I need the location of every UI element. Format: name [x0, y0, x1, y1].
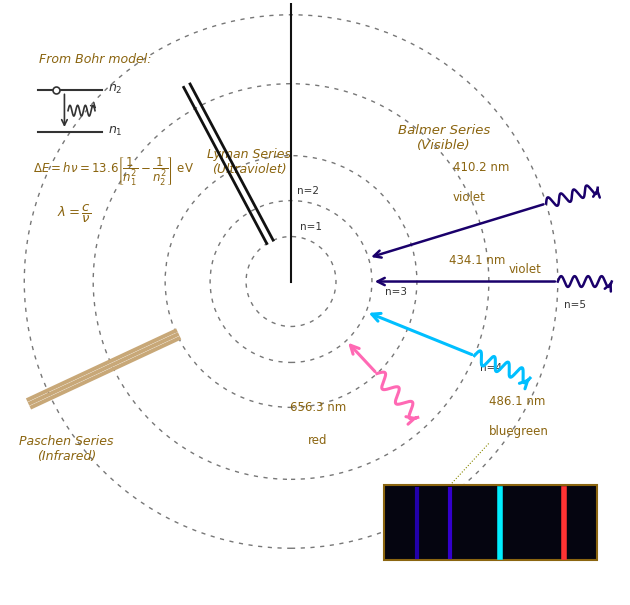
Text: bluegreen: bluegreen [489, 425, 549, 438]
Text: Balmer Series
(Visible): Balmer Series (Visible) [398, 123, 490, 152]
Text: 656.3 nm: 656.3 nm [290, 401, 346, 414]
Text: $\lambda = \dfrac{c}{\nu}$: $\lambda = \dfrac{c}{\nu}$ [57, 203, 91, 225]
Text: 434.1 nm: 434.1 nm [449, 253, 505, 267]
Text: n=1: n=1 [300, 222, 322, 232]
Text: red: red [308, 434, 328, 447]
Text: $n_1$: $n_1$ [108, 125, 123, 138]
Text: violet: violet [508, 263, 541, 275]
Text: Lyman Series
(Ultraviolet): Lyman Series (Ultraviolet) [207, 148, 291, 175]
Text: 410.2 nm: 410.2 nm [453, 161, 509, 174]
Text: From Bohr model:: From Bohr model: [39, 53, 152, 66]
Text: Paschen Series
(Infrared): Paschen Series (Infrared) [19, 436, 113, 463]
Text: violet: violet [453, 191, 486, 204]
Text: n=5: n=5 [564, 301, 586, 310]
Text: n=3: n=3 [385, 287, 407, 298]
Text: $n_2$: $n_2$ [108, 83, 123, 96]
Text: $\Delta E = h\nu = 13.6\left[\dfrac{1}{n_1^2} - \dfrac{1}{n_2^2}\right]\ \mathrm: $\Delta E = h\nu = 13.6\left[\dfrac{1}{n… [33, 155, 194, 186]
Text: 486.1 nm: 486.1 nm [489, 395, 545, 408]
Text: n=4: n=4 [481, 362, 503, 373]
Text: n=2: n=2 [297, 186, 319, 197]
Bar [384, 485, 597, 560]
